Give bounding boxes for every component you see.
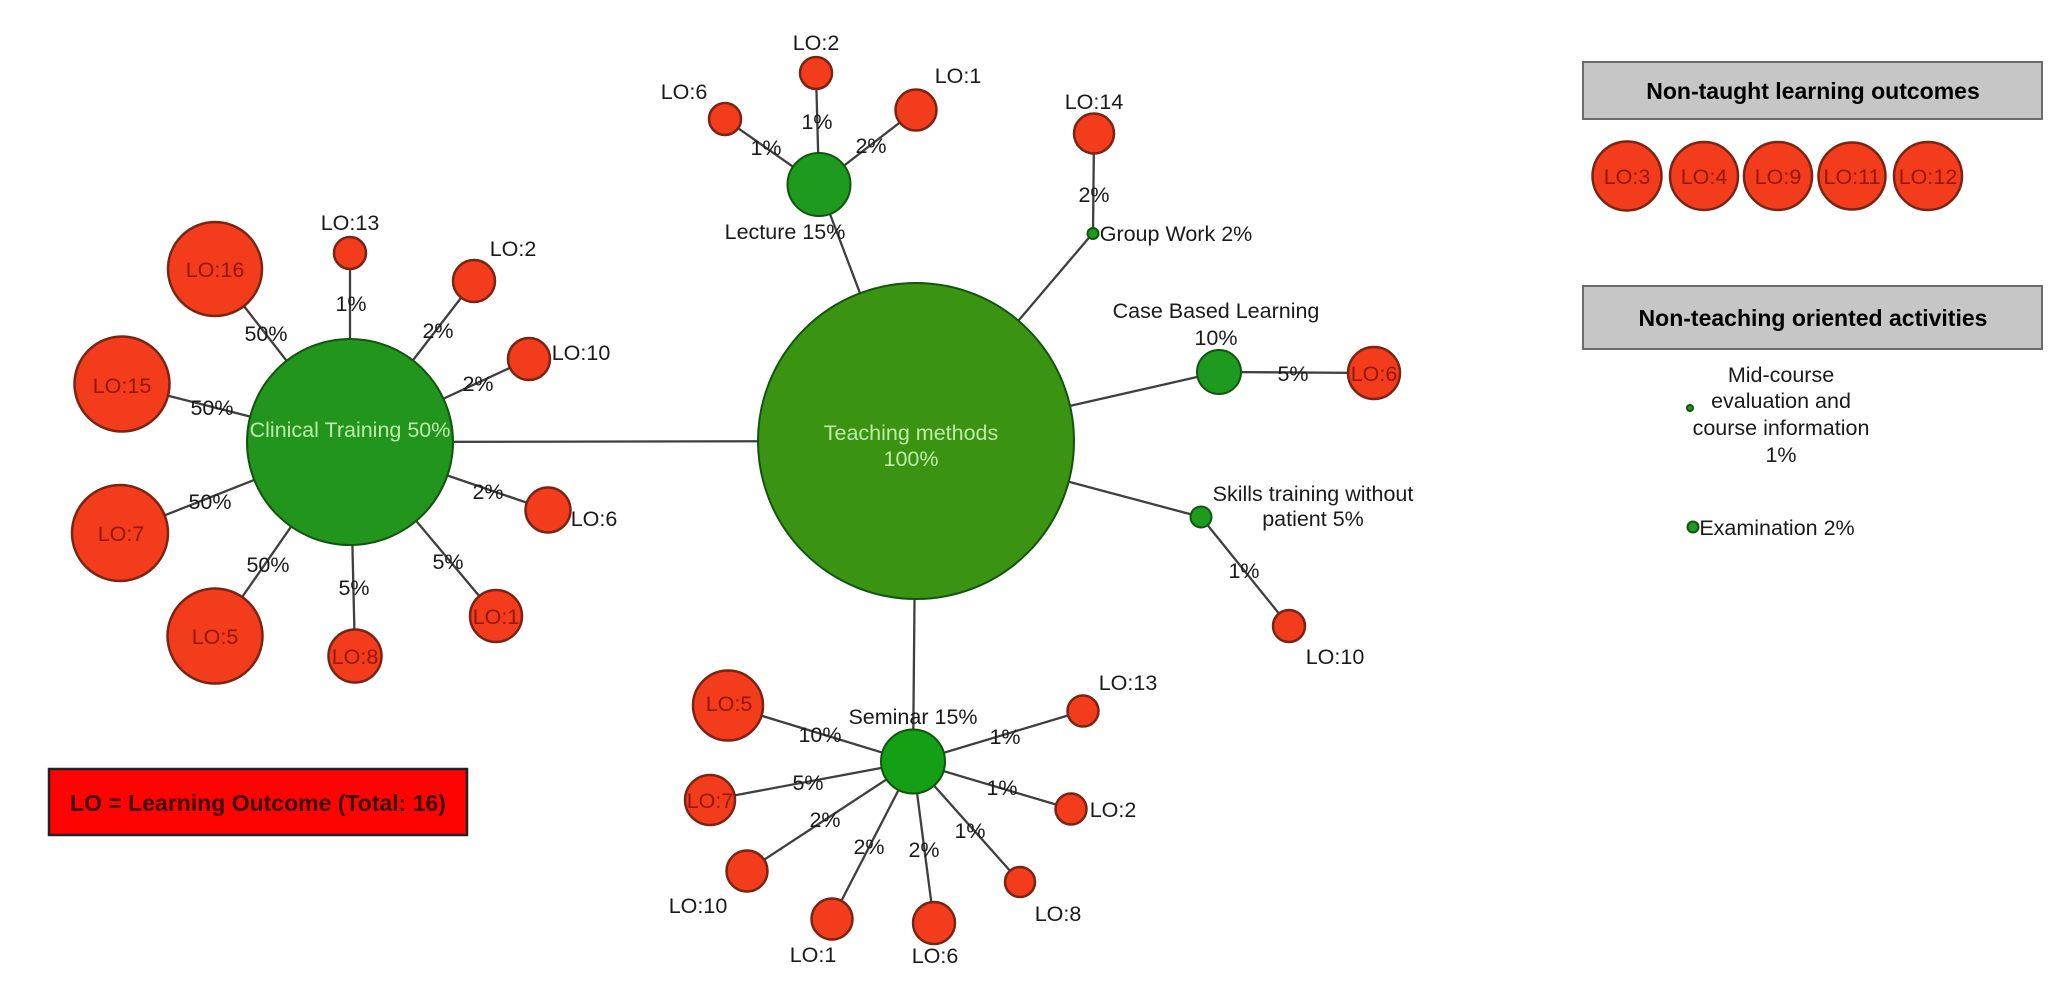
svg-text:LO:6: LO:6 bbox=[912, 944, 959, 968]
svg-text:LO:13: LO:13 bbox=[321, 211, 380, 235]
svg-text:2%: 2% bbox=[472, 480, 503, 504]
svg-text:LO:11: LO:11 bbox=[1824, 165, 1881, 189]
svg-text:2%: 2% bbox=[809, 808, 840, 832]
svg-text:1%: 1% bbox=[1765, 443, 1796, 467]
svg-text:1%: 1% bbox=[954, 819, 985, 843]
svg-text:LO = Learning Outcome (Total:: LO = Learning Outcome (Total: 16) bbox=[70, 790, 446, 816]
svg-text:LO:1: LO:1 bbox=[473, 605, 520, 629]
svg-text:2%: 2% bbox=[853, 835, 884, 859]
svg-text:LO:7: LO:7 bbox=[687, 789, 734, 813]
svg-text:LO:1: LO:1 bbox=[935, 64, 982, 88]
svg-text:2%: 2% bbox=[1078, 183, 1109, 207]
svg-text:LO:6: LO:6 bbox=[571, 507, 618, 531]
svg-text:course information: course information bbox=[1693, 416, 1870, 440]
svg-text:LO:4: LO:4 bbox=[1681, 165, 1728, 189]
svg-text:LO:13: LO:13 bbox=[1099, 671, 1158, 695]
svg-text:10%: 10% bbox=[798, 723, 841, 747]
svg-text:LO:6: LO:6 bbox=[1351, 362, 1398, 386]
svg-text:LO:7: LO:7 bbox=[98, 522, 145, 546]
svg-text:1%: 1% bbox=[750, 136, 781, 160]
svg-text:2%: 2% bbox=[462, 372, 493, 396]
svg-text:Mid-course: Mid-course bbox=[1728, 363, 1834, 387]
svg-text:2%: 2% bbox=[855, 134, 886, 158]
svg-text:Group Work 2%: Group Work 2% bbox=[1100, 222, 1253, 246]
svg-text:LO:5: LO:5 bbox=[706, 692, 753, 716]
svg-text:LO:3: LO:3 bbox=[1604, 165, 1651, 189]
svg-text:Non-teaching oriented activiti: Non-teaching oriented activities bbox=[1639, 305, 1988, 331]
svg-text:evaluation and: evaluation and bbox=[1711, 389, 1851, 413]
svg-text:LO:12: LO:12 bbox=[1899, 165, 1958, 189]
svg-text:50%: 50% bbox=[246, 553, 289, 577]
svg-text:Lecture 15%: Lecture 15% bbox=[725, 220, 846, 244]
svg-text:Skills training without: Skills training without bbox=[1213, 482, 1414, 506]
svg-text:5%: 5% bbox=[792, 771, 823, 795]
svg-text:LO:5: LO:5 bbox=[192, 625, 239, 649]
svg-text:Clinical Training 50%: Clinical Training 50% bbox=[250, 418, 451, 442]
svg-text:1%: 1% bbox=[986, 776, 1017, 800]
svg-text:LO:6: LO:6 bbox=[661, 80, 708, 104]
svg-text:50%: 50% bbox=[244, 322, 287, 346]
svg-text:Seminar 15%: Seminar 15% bbox=[848, 705, 977, 729]
svg-text:Examination 2%: Examination 2% bbox=[1699, 516, 1854, 540]
svg-text:10%: 10% bbox=[1194, 326, 1237, 350]
svg-text:LO:10: LO:10 bbox=[1306, 645, 1365, 669]
svg-text:5%: 5% bbox=[1277, 362, 1308, 386]
svg-text:50%: 50% bbox=[188, 490, 231, 514]
svg-text:5%: 5% bbox=[432, 550, 463, 574]
svg-text:LO:8: LO:8 bbox=[332, 645, 379, 669]
svg-text:Case Based Learning: Case Based Learning bbox=[1113, 299, 1320, 323]
svg-text:LO:14: LO:14 bbox=[1065, 90, 1124, 114]
svg-text:1%: 1% bbox=[335, 292, 366, 316]
svg-text:1%: 1% bbox=[801, 110, 832, 134]
svg-text:patient 5%: patient 5% bbox=[1262, 507, 1364, 531]
svg-text:2%: 2% bbox=[422, 319, 453, 343]
svg-text:LO:16: LO:16 bbox=[186, 258, 245, 282]
svg-text:2%: 2% bbox=[908, 838, 939, 862]
svg-text:LO:8: LO:8 bbox=[1035, 902, 1082, 926]
svg-text:LO:2: LO:2 bbox=[793, 31, 840, 55]
svg-text:50%: 50% bbox=[190, 396, 233, 420]
svg-text:Teaching methods: Teaching methods bbox=[824, 421, 999, 445]
svg-text:100%: 100% bbox=[884, 447, 939, 471]
svg-text:LO:1: LO:1 bbox=[790, 943, 837, 967]
svg-text:LO:2: LO:2 bbox=[490, 237, 537, 261]
svg-text:1%: 1% bbox=[989, 725, 1020, 749]
svg-text:1%: 1% bbox=[1228, 559, 1259, 583]
svg-text:LO:10: LO:10 bbox=[552, 341, 611, 365]
svg-text:Non-taught learning outcomes: Non-taught learning outcomes bbox=[1646, 78, 1980, 104]
svg-text:LO:2: LO:2 bbox=[1090, 798, 1137, 822]
svg-text:LO:10: LO:10 bbox=[669, 894, 728, 918]
svg-text:LO:9: LO:9 bbox=[1755, 165, 1802, 189]
svg-text:LO:15: LO:15 bbox=[93, 374, 152, 398]
svg-text:5%: 5% bbox=[338, 576, 369, 600]
